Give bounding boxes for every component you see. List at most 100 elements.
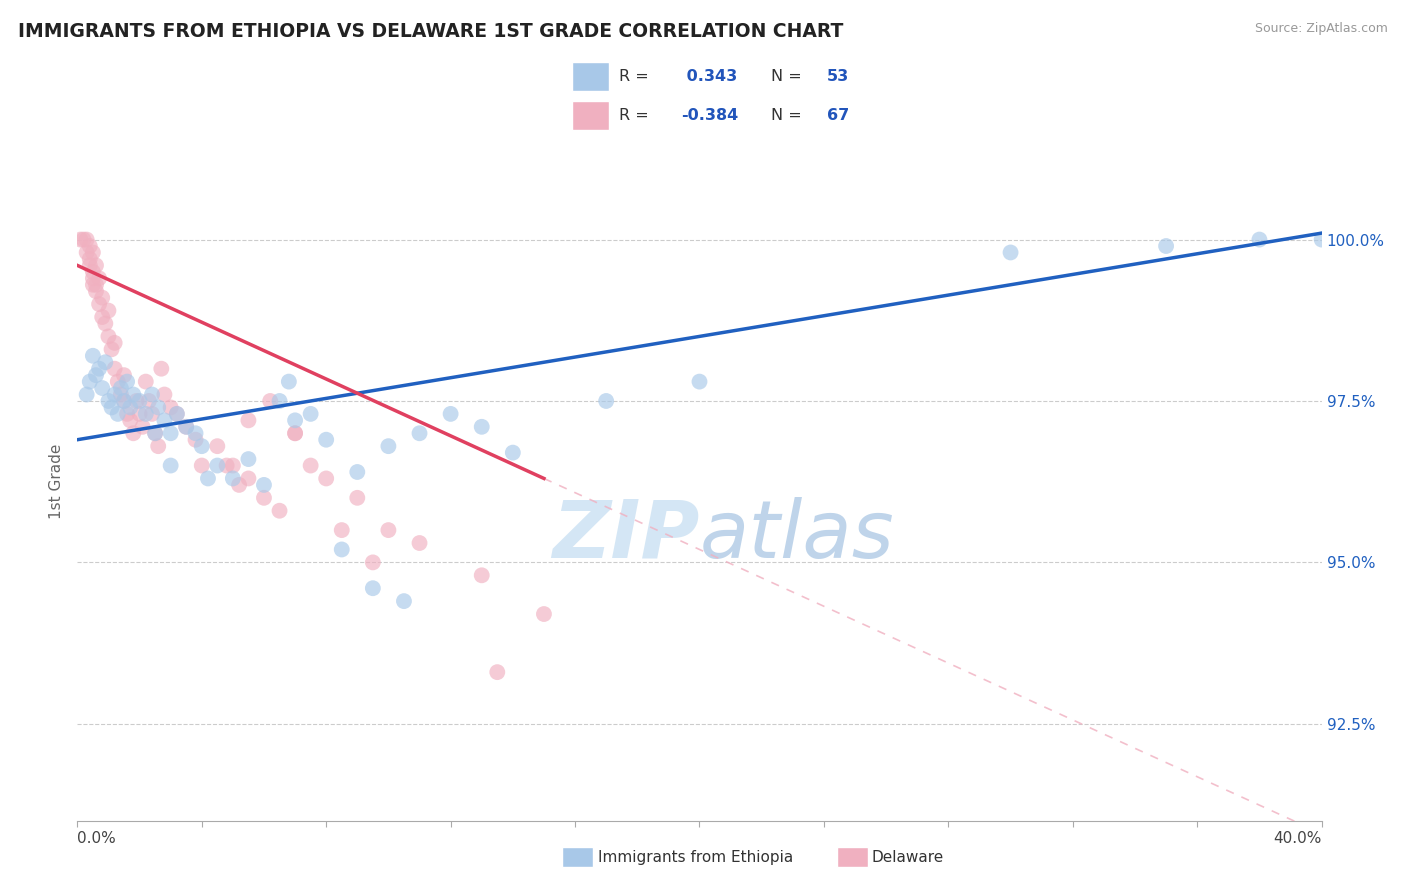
Point — [408, 426, 430, 441]
Point — [143, 426, 166, 441]
Point — [166, 407, 188, 421]
Y-axis label: 1st Grade: 1st Grade — [49, 444, 65, 519]
Point — [1310, 233, 1333, 247]
Point — [143, 426, 166, 441]
Point — [135, 407, 157, 421]
Point — [79, 239, 101, 253]
Point — [82, 265, 104, 279]
Point — [222, 458, 245, 473]
Point — [238, 452, 260, 467]
Point — [153, 413, 176, 427]
Point — [72, 233, 94, 247]
Point — [94, 355, 117, 369]
Text: N =: N = — [770, 69, 801, 84]
Point — [215, 458, 238, 473]
Point — [1154, 239, 1177, 253]
Point — [128, 394, 150, 409]
Point — [82, 271, 104, 285]
Point — [97, 303, 120, 318]
Point — [315, 471, 337, 485]
Text: R =: R = — [619, 69, 648, 84]
Point — [197, 471, 219, 485]
Point — [361, 555, 384, 569]
Point — [104, 387, 127, 401]
Point — [120, 401, 142, 415]
Point — [207, 458, 229, 473]
Point — [69, 233, 91, 247]
Point — [131, 419, 153, 434]
Text: N =: N = — [770, 108, 801, 123]
Point — [97, 394, 120, 409]
Point — [238, 471, 260, 485]
Point — [94, 317, 117, 331]
Text: 67: 67 — [827, 108, 849, 123]
Point — [277, 375, 299, 389]
Point — [502, 445, 524, 459]
Point — [112, 368, 135, 383]
Point — [87, 361, 110, 376]
Point — [299, 458, 322, 473]
Point — [104, 361, 127, 376]
Point — [148, 401, 170, 415]
Point — [84, 284, 107, 298]
Point — [595, 394, 617, 409]
Point — [125, 394, 148, 409]
Point — [76, 387, 98, 401]
Point — [91, 291, 114, 305]
Text: 40.0%: 40.0% — [1274, 831, 1322, 847]
Point — [97, 329, 120, 343]
Point — [228, 478, 250, 492]
Point — [184, 433, 207, 447]
Point — [76, 245, 98, 260]
Point — [79, 252, 101, 266]
Point — [84, 277, 107, 292]
Point — [84, 368, 107, 383]
Point — [259, 394, 281, 409]
Point — [135, 375, 157, 389]
Point — [79, 259, 101, 273]
Point — [112, 394, 135, 409]
Point — [104, 335, 127, 350]
Point — [533, 607, 555, 621]
Point — [115, 375, 138, 389]
Point — [315, 433, 337, 447]
Point — [361, 581, 384, 595]
Point — [284, 413, 307, 427]
Point — [184, 426, 207, 441]
Point — [82, 349, 104, 363]
Point — [79, 375, 101, 389]
Point — [253, 478, 276, 492]
Point — [120, 413, 142, 427]
Point — [392, 594, 415, 608]
Point — [471, 568, 494, 582]
Point — [253, 491, 276, 505]
Text: IMMIGRANTS FROM ETHIOPIA VS DELAWARE 1ST GRADE CORRELATION CHART: IMMIGRANTS FROM ETHIOPIA VS DELAWARE 1ST… — [18, 22, 844, 41]
Point — [408, 536, 430, 550]
Point — [91, 381, 114, 395]
Point — [191, 439, 214, 453]
Point — [82, 245, 104, 260]
Point — [166, 407, 188, 421]
Point — [238, 413, 260, 427]
Point — [159, 458, 181, 473]
Point — [377, 523, 399, 537]
Point — [150, 361, 173, 376]
Point — [110, 381, 132, 395]
Point — [91, 310, 114, 324]
Point — [269, 394, 291, 409]
Point — [112, 394, 135, 409]
Point — [82, 277, 104, 292]
Point — [100, 401, 122, 415]
Point — [122, 426, 145, 441]
Point — [471, 419, 494, 434]
Point — [141, 387, 163, 401]
Point — [87, 271, 110, 285]
Point — [1249, 233, 1271, 247]
Point — [87, 297, 110, 311]
Point — [122, 387, 145, 401]
Text: 0.343: 0.343 — [682, 69, 738, 84]
Point — [159, 401, 181, 415]
FancyBboxPatch shape — [572, 101, 609, 130]
Text: R =: R = — [619, 108, 648, 123]
Point — [346, 465, 368, 479]
